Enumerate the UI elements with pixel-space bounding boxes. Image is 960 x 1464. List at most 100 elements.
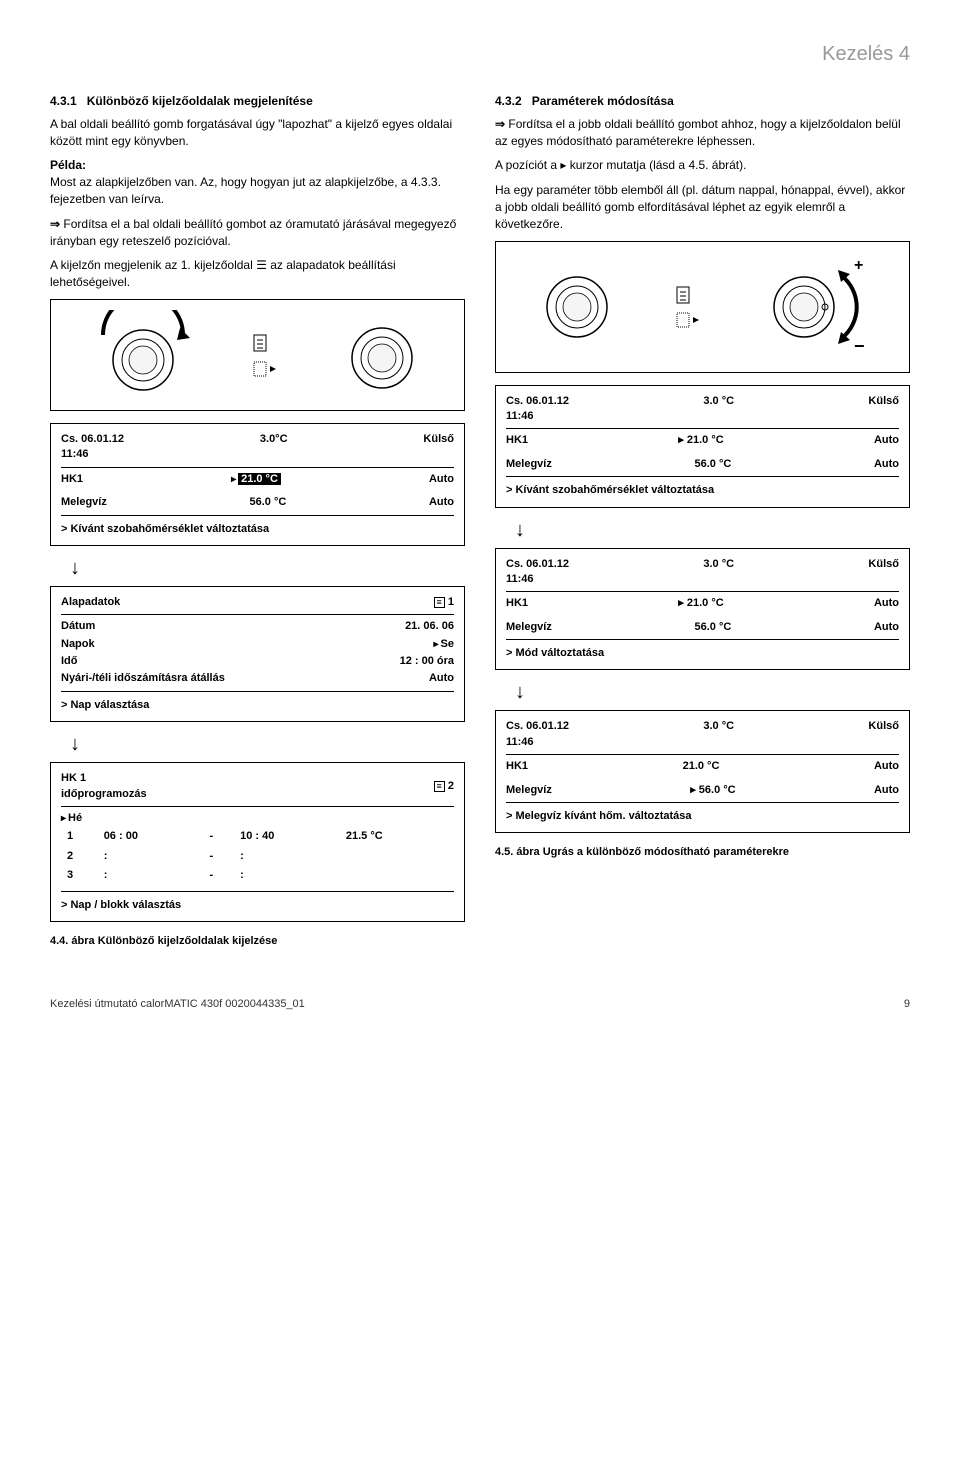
panel-outdoor-temp: 3.0°C [260,432,288,447]
sec-title-text: Paraméterek módosítása [532,94,674,108]
hotwater-label: Melegvíz [506,783,552,798]
down-arrow-icon: ↓ [515,678,910,706]
table-row: 2:-: [63,848,452,865]
para-r1: Fordítsa el a jobb oldali beállító gombo… [495,116,910,150]
page-header: Kezelés 4 [50,40,910,68]
panel-outdoor-label: Külső [868,394,899,409]
panel-time: 11:46 [506,409,899,424]
svg-text:+: + [854,257,863,274]
center-display-icon [252,320,282,390]
sec-title-text: Különböző kijelzőoldalak megjelenítése [87,94,313,108]
hk1-value: ▸ 21.0 °C [678,433,723,448]
figure-4-5-caption: 4.5. ábra Ugrás a különböző módosítható … [495,845,910,860]
panel-outdoor-temp: 3.0 °C [703,719,734,734]
sec-num: 4.3.2 [495,94,522,108]
left-knob-icon [532,257,622,357]
hk1-label: HK1 [506,759,528,774]
display-panel-r2: Cs. 06.01.12 3.0 °C Külső 11:46 HK1 ▸ 21… [495,548,910,671]
display-panel-1: Cs. 06.01.12 3.0°C Külső 11:46 HK1 21.0 … [50,423,465,546]
hk1-value: ▸ 21.0 °C [678,596,723,611]
hotwater-label: Melegvíz [506,620,552,635]
dst-value: Auto [429,671,454,686]
date-label: Dátum [61,619,95,634]
figure-4-4-caption: 4.4. ábra Különböző kijelzőoldalak kijel… [50,934,465,949]
panel-title: Alapadatok [61,595,120,610]
dial-diagram-right: + − [495,241,910,373]
cursor-icon [61,812,68,824]
panel-outdoor-label: Külső [423,432,454,447]
hk1-mode: Auto [874,433,899,448]
hotwater-mode: Auto [874,783,899,798]
down-arrow-icon: ↓ [515,516,910,544]
hotwater-label: Melegvíz [506,457,552,472]
table-row: 3:-: [63,867,452,884]
page-number: 1 [448,596,454,608]
page-icon: ≡ [434,597,445,608]
right-knob-icon [337,310,427,400]
para-r2: A pozíciót a ▸ kurzor mutatja (lásd a 4.… [495,157,910,174]
panel-prompt: > Kívánt szobahőmérséklet változtatása [506,483,899,498]
panel-prompt: > Kívánt szobahőmérséklet változtatása [61,522,454,537]
section-4-3-1-title: 4.3.1 Különböző kijelzőoldalak megjelení… [50,93,465,110]
para-4: A kijelzőn megjelenik az 1. kijelzőoldal… [50,257,465,291]
hotwater-value: 56.0 °C [695,620,732,635]
hotwater-value: 56.0 °C [250,495,287,510]
dst-label: Nyári-/téli időszámításra átállás [61,671,225,686]
hk1-label: HK1 [506,433,528,448]
sec-num: 4.3.1 [50,94,77,108]
hk1-mode: Auto [874,759,899,774]
hotwater-mode: Auto [874,457,899,472]
time-label: Idő [61,654,78,669]
footer-left: Kezelési útmutató calorMATIC 430f 002004… [50,997,305,1012]
example-label: Példa: [50,158,86,172]
hotwater-mode: Auto [429,495,454,510]
panel-prompt: > Nap / blokk választás [61,898,454,913]
panel-prompt: > Melegvíz kívánt hőm. változtatása [506,809,899,824]
hk1-label: HK1 [61,472,83,487]
footer-page-number: 9 [904,997,910,1012]
svg-text:−: − [854,336,865,356]
para-3: Fordítsa el a bal oldali beállító gombot… [50,216,465,250]
prog-day: Hé [68,812,82,824]
days-label: Napok [61,637,95,652]
panel-title: HK 1 [61,772,86,784]
hotwater-value: 56.0 °C [695,457,732,472]
para-2: Példa: Most az alapkijelzőben van. Az, h… [50,157,465,207]
display-panel-3: HK 1 időprogramozás ≡ 2 Hé 106 : 00-10 :… [50,762,465,922]
section-4-3-2-title: 4.3.2 Paraméterek módosítása [495,93,910,110]
main-columns: 4.3.1 Különböző kijelzőoldalak megjelení… [50,93,910,957]
days-value: Se [441,638,454,650]
time-value: 12 : 00 óra [400,654,454,669]
panel-date: Cs. 06.01.12 [506,719,569,734]
display-panel-r3: Cs. 06.01.12 3.0 °C Külső 11:46 HK1 21.0… [495,710,910,833]
down-arrow-icon: ↓ [70,554,465,582]
panel-subtitle: időprogramozás [61,788,147,800]
hk1-value: 21.0 °C [683,759,720,774]
panel-outdoor-temp: 3.0 °C [703,394,734,409]
table-row: 106 : 00-10 : 4021.5 °C [63,828,452,845]
hk1-mode: Auto [874,596,899,611]
right-column: 4.3.2 Paraméterek módosítása Fordítsa el… [495,93,910,957]
hotwater-value: ▸ 56.0 °C [690,783,735,798]
panel-date: Cs. 06.01.12 [506,557,569,572]
panel-prompt: > Nap választása [61,698,454,713]
page-icon: ≡ [434,781,445,792]
panel-outdoor-label: Külső [868,557,899,572]
panel-time: 11:46 [506,572,899,587]
left-knob-icon [88,310,198,400]
hk1-mode: Auto [429,472,454,487]
hotwater-mode: Auto [874,620,899,635]
left-column: 4.3.1 Különböző kijelzőoldalak megjelení… [50,93,465,957]
para-r3: Ha egy paraméter több elemből áll (pl. d… [495,182,910,232]
panel-prompt: > Mód változtatása [506,646,899,661]
page-number: 2 [448,780,454,792]
right-knob-icon: + − [754,252,874,362]
display-panel-2: Alapadatok ≡ 1 Dátum21. 06. 06 NapokSe I… [50,586,465,722]
panel-date: Cs. 06.01.12 [506,394,569,409]
panel-time: 11:46 [506,735,899,750]
para-1: A bal oldali beállító gomb forgatásával … [50,116,465,150]
panel-outdoor-temp: 3.0 °C [703,557,734,572]
panel-outdoor-label: Külső [868,719,899,734]
page-footer: Kezelési útmutató calorMATIC 430f 002004… [50,997,910,1012]
example-text: Most az alapkijelzőben van. Az, hogy hog… [50,175,441,206]
